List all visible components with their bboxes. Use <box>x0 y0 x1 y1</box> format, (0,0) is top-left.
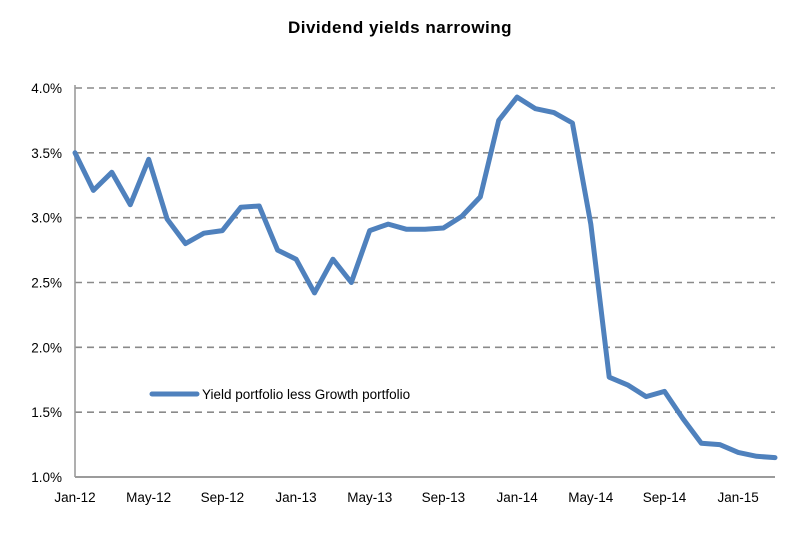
y-axis-tick-label: 3.5% <box>31 146 62 161</box>
x-axis-tick-label: May-13 <box>347 490 392 505</box>
series-line-group <box>72 94 778 461</box>
y-axis-tick-labels: 4.0% 3.5% 3.0% 2.5% 2.0% 1.5% 1.0% <box>31 81 62 485</box>
y-gridlines <box>75 87 775 413</box>
y-axis-tick-label: 1.5% <box>31 405 62 420</box>
y-axis-tick-label: 3.0% <box>31 211 62 226</box>
series-line <box>72 94 778 461</box>
x-axis-tick-label: Jan-12 <box>54 490 95 505</box>
y-axis-tick-label: 4.0% <box>31 81 62 96</box>
legend-label: Yield portfolio less Growth portfolio <box>202 387 410 402</box>
axes <box>74 85 775 478</box>
y-axis-tick-label: 2.0% <box>31 340 62 355</box>
x-axis-tick-label: Sep-14 <box>643 490 687 505</box>
x-axis-tick-label: May-14 <box>568 490 614 505</box>
y-axis-tick-label: 2.5% <box>31 276 62 291</box>
x-axis-tick-labels: Jan-12 May-12 Sep-12 Jan-13 May-13 Sep-13 Jan-… <box>54 490 758 505</box>
chart-title: Dividend yields narrowing <box>288 18 512 37</box>
x-axis-tick-label: Sep-13 <box>422 490 466 505</box>
y-axis-tick-label: 1.0% <box>31 470 62 485</box>
x-axis-tick-label: Jan-15 <box>718 490 759 505</box>
x-axis-tick-label: May-12 <box>126 490 171 505</box>
x-axis-tick-label: Jan-13 <box>275 490 316 505</box>
x-axis-tick-label: Sep-12 <box>201 490 245 505</box>
legend: Yield portfolio less Growth portfolio <box>149 387 410 402</box>
x-axis-tick-label: Jan-14 <box>496 490 538 505</box>
